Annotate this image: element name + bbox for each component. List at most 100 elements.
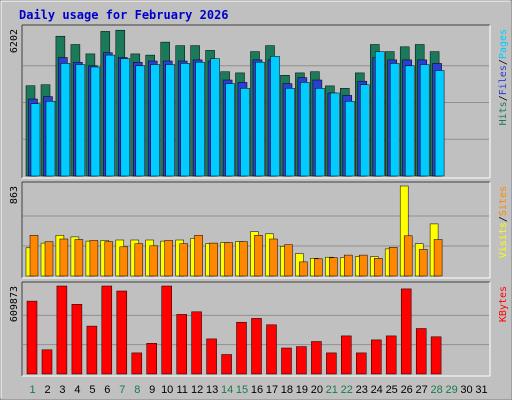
- bar-kbytes-day-13: [206, 338, 217, 375]
- x-tick-label-day-31: 31: [475, 384, 487, 396]
- x-tick-label-day-5: 5: [89, 384, 95, 396]
- legend-files: Files: [498, 65, 509, 95]
- bar-pages-day-14: [225, 83, 235, 177]
- x-tick-label-day-12: 12: [191, 384, 203, 396]
- bar-pages-day-6: [105, 54, 116, 177]
- bar-kbytes-day-11: [176, 314, 187, 375]
- bar-kbytes-day-8: [131, 352, 143, 375]
- x-tick-label-day-18: 18: [281, 384, 293, 396]
- x-tick-label-day-24: 24: [371, 384, 383, 396]
- x-tick-label-day-27: 27: [415, 384, 427, 396]
- x-tick-label-day-17: 17: [266, 384, 278, 396]
- bar-sites-day-5: [89, 240, 99, 277]
- bar-sites-day-12: [194, 235, 203, 277]
- x-tick-label-day-9: 9: [149, 384, 155, 396]
- bar-kbytes-day-25: [385, 335, 397, 375]
- panel-visits-sites: 863 Visits/Sites: [9, 181, 509, 279]
- legend-labels: Visits/Sites: [498, 186, 509, 258]
- bar-kbytes-day-2: [41, 349, 53, 375]
- bar-sites-day-18: [284, 244, 293, 277]
- bar-sites-day-23: [359, 254, 368, 277]
- bar-kbytes-day-22: [341, 335, 352, 375]
- bar-sites-day-24: [374, 258, 383, 277]
- legend-visits: Visits: [498, 222, 509, 258]
- bar-pages-day-1: [30, 103, 41, 177]
- bar-sites-day-21: [329, 257, 338, 277]
- bar-kbytes-day-16: [251, 318, 262, 375]
- x-tick-label-day-22: 22: [341, 384, 353, 396]
- x-tick-label-day-16: 16: [251, 384, 263, 396]
- x-tick-label-day-11: 11: [176, 384, 187, 396]
- x-tick-label-day-8: 8: [134, 384, 140, 396]
- bar-sites-day-28: [433, 239, 443, 277]
- legend-separator: /: [498, 95, 509, 101]
- x-tick-label-day-30: 30: [460, 384, 472, 396]
- bar-kbytes-day-23: [356, 352, 367, 375]
- bar-pages-day-24: [375, 51, 385, 177]
- bar-sites-day-13: [209, 242, 218, 277]
- bar-pages-day-8: [135, 65, 146, 177]
- bar-pages-day-13: [210, 58, 220, 177]
- bar-pages-day-7: [120, 58, 131, 177]
- bar-kbytes-day-14: [221, 354, 232, 375]
- bar-kbytes-day-4: [71, 304, 83, 375]
- bar-pages-day-28: [434, 70, 445, 177]
- bar-sites-day-2: [44, 241, 54, 277]
- legend-labels: KBytes: [498, 286, 509, 322]
- x-tick-label-day-6: 6: [104, 384, 110, 396]
- chart-title: Daily usage for February 2026: [19, 8, 229, 22]
- y-max-label: 609873: [9, 286, 20, 322]
- legend-kbytes: KBytes: [498, 286, 509, 322]
- bar-pages-day-4: [75, 64, 86, 177]
- legend-separator: /: [498, 59, 509, 65]
- x-tick-label-day-25: 25: [386, 384, 398, 396]
- bar-kbytes-day-12: [191, 311, 202, 375]
- x-tick-label-day-19: 19: [296, 384, 308, 396]
- bar-sites-day-8: [134, 243, 144, 277]
- x-tick-label-day-14: 14: [221, 384, 233, 396]
- bar-pages-day-9: [150, 64, 160, 177]
- bar-sites-day-26: [403, 235, 413, 277]
- bar-sites-day-9: [149, 245, 158, 277]
- bar-pages-day-19: [300, 82, 310, 177]
- bar-pages-day-2: [45, 101, 56, 177]
- bar-pages-day-3: [60, 63, 71, 177]
- bar-kbytes-day-5: [86, 325, 98, 375]
- bar-sites-day-19: [299, 261, 308, 277]
- x-tick-label-day-20: 20: [311, 384, 323, 396]
- bar-pages-day-20: [315, 88, 325, 177]
- x-tick-label-day-23: 23: [356, 384, 368, 396]
- bar-pages-day-23: [360, 84, 370, 177]
- x-axis-labels: 1 2 3 4 5 6 7 8 9 10 11 12 13 14 15 16 17 18 19 20 21 22 23 24 2…: [29, 384, 487, 396]
- legend-separator: /: [498, 216, 509, 222]
- bar-pages-day-5: [90, 66, 101, 177]
- x-tick-label-day-10: 10: [161, 384, 173, 396]
- bar-kbytes-day-17: [266, 324, 277, 375]
- bar-kbytes-day-21: [326, 352, 337, 375]
- bar-pages-day-18: [285, 88, 295, 177]
- bar-sites-day-10: [164, 240, 173, 277]
- x-tick-label-day-29: 29: [445, 384, 457, 396]
- bar-sites-day-11: [179, 243, 188, 277]
- bar-kbytes-day-19: [296, 346, 307, 375]
- x-tick-label-day-4: 4: [74, 384, 80, 396]
- x-tick-label-day-26: 26: [401, 384, 413, 396]
- bar-kbytes-day-18: [281, 347, 292, 375]
- bar-sites-day-7: [119, 246, 129, 277]
- x-tick-label-day-1: 1: [29, 384, 35, 396]
- x-tick-label-day-13: 13: [206, 384, 218, 396]
- panels-layer: 6202Hits/Files/Pages863Visits/Sites60987…: [9, 24, 509, 377]
- bar-kbytes-day-20: [311, 341, 322, 375]
- bar-kbytes-day-15: [236, 321, 247, 375]
- bar-pages-day-26: [404, 65, 415, 177]
- bar-kbytes-day-27: [415, 328, 427, 375]
- series-pages: [30, 51, 445, 177]
- bar-sites-day-1: [29, 235, 39, 277]
- x-tick-label-day-28: 28: [430, 384, 442, 396]
- panel-kbytes: 609873 KBytes: [9, 281, 509, 377]
- bar-sites-day-20: [314, 258, 323, 277]
- bar-kbytes-day-26: [400, 288, 412, 375]
